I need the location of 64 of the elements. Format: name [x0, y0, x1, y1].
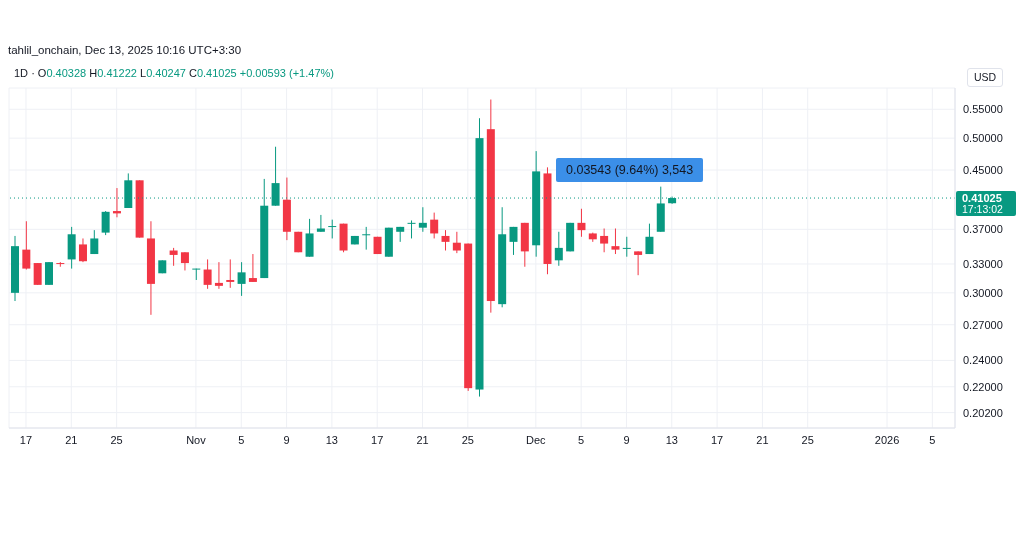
- candlestick: [248, 253, 257, 283]
- candlestick: [554, 231, 563, 267]
- y-axis-title: USD: [967, 68, 1003, 87]
- y-tick-label: 0.37000: [963, 223, 1003, 236]
- x-tick-label: 5: [238, 433, 245, 446]
- candlestick: [452, 231, 461, 254]
- x-tick-label: 17: [710, 433, 724, 446]
- y-tick-label: 0.45000: [963, 163, 1003, 176]
- candlestick: [418, 206, 427, 233]
- y-tick-label: 0.27000: [963, 318, 1003, 331]
- x-tick-label: 5: [578, 433, 585, 446]
- x-tick-label: 17: [19, 433, 33, 446]
- text: 17:13:02: [962, 203, 1004, 216]
- y-tick-label: 0.22000: [963, 380, 1003, 393]
- candlestick: [430, 212, 439, 239]
- x-tick-label: 9: [283, 433, 290, 446]
- candlestick: [407, 219, 416, 239]
- candlestick: [600, 228, 609, 253]
- x-tick-label: 2026: [874, 433, 900, 446]
- chart-title: 1D · O0.40328 H0.41222 L0.40247 C0.41025 +0.00593 (+1.47%): [14, 67, 334, 79]
- candlestick: [611, 228, 620, 255]
- candlestick: [237, 261, 246, 297]
- candlestick: [634, 250, 643, 276]
- candlestick: [509, 226, 518, 256]
- y-tick-label: 0.55000: [963, 103, 1003, 116]
- candlestick: [622, 236, 631, 258]
- chart-subtitle: tahlil_onchain, Dec 13, 2025 10:16 UTC+3:30: [8, 44, 242, 56]
- candlestick: [214, 261, 223, 290]
- candlestick: [316, 214, 325, 233]
- y-tick-label: 0.50000: [963, 132, 1003, 145]
- candlestick: [305, 218, 314, 258]
- y-tick-label: 0.30000: [963, 286, 1003, 299]
- candlestick: [441, 229, 450, 252]
- candlestick: [180, 251, 189, 271]
- candlestick: [226, 258, 235, 289]
- candlestick: [22, 220, 31, 271]
- x-tick-label: Nov: [186, 433, 207, 446]
- x-tick-label: 21: [416, 433, 429, 446]
- y-tick-label: 0.33000: [963, 257, 1003, 270]
- candlestick: [33, 262, 42, 286]
- x-tick-label: 13: [665, 433, 678, 446]
- x-tick-label: Dec: [526, 433, 547, 446]
- x-tick-label: 21: [65, 433, 78, 446]
- x-tick-label: 25: [110, 433, 123, 446]
- x-tick-label: 9: [623, 433, 630, 446]
- x-tick-label: 21: [756, 433, 769, 446]
- candlestick: [101, 210, 110, 236]
- y-tick-label: 0.20200: [963, 406, 1003, 419]
- x-tick-label: 25: [461, 433, 474, 446]
- candlestick: [78, 237, 87, 263]
- candlestick: [192, 268, 201, 281]
- x-tick-label: 25: [801, 433, 814, 446]
- x-tick-label: 5: [929, 433, 936, 446]
- candlestick: [577, 208, 586, 238]
- y-tick-label: 0.24000: [963, 354, 1003, 367]
- x-tick-label: 17: [371, 433, 384, 446]
- candlestick: [203, 258, 212, 290]
- candlestick: [44, 261, 53, 286]
- candlestick: [362, 226, 371, 251]
- candlestick: [328, 219, 337, 239]
- ref-line-label: 0.41025: [962, 192, 1002, 205]
- annotation: 0.03543 (9.64%) 3,543: [556, 158, 704, 182]
- candlestick: [645, 223, 654, 255]
- x-tick-label: 13: [325, 433, 339, 446]
